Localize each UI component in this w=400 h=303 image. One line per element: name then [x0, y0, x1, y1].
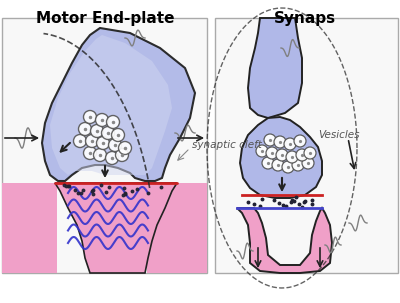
- Circle shape: [102, 126, 114, 139]
- Circle shape: [282, 161, 294, 173]
- Text: Motor End-plate: Motor End-plate: [36, 11, 174, 26]
- Circle shape: [292, 159, 304, 171]
- Circle shape: [302, 157, 314, 169]
- Circle shape: [84, 111, 96, 124]
- Polygon shape: [50, 35, 172, 175]
- Polygon shape: [55, 183, 177, 273]
- FancyBboxPatch shape: [215, 18, 398, 273]
- Circle shape: [118, 142, 132, 155]
- Polygon shape: [240, 117, 322, 198]
- Circle shape: [272, 159, 284, 171]
- Circle shape: [276, 149, 288, 161]
- Polygon shape: [237, 208, 332, 273]
- Circle shape: [294, 135, 306, 147]
- Circle shape: [96, 114, 108, 126]
- Circle shape: [116, 148, 128, 161]
- Circle shape: [262, 157, 274, 169]
- Polygon shape: [42, 28, 195, 181]
- FancyBboxPatch shape: [147, 183, 207, 273]
- Circle shape: [90, 125, 104, 138]
- Circle shape: [84, 146, 96, 159]
- Circle shape: [112, 128, 124, 142]
- Circle shape: [96, 136, 110, 149]
- Circle shape: [284, 138, 296, 150]
- Circle shape: [264, 134, 276, 146]
- Circle shape: [74, 135, 86, 148]
- Circle shape: [106, 115, 120, 128]
- Circle shape: [94, 148, 106, 161]
- Text: Synaps: Synaps: [274, 11, 336, 26]
- Text: Vesicles: Vesicles: [318, 130, 360, 140]
- Circle shape: [296, 149, 308, 161]
- FancyBboxPatch shape: [2, 18, 207, 273]
- Circle shape: [266, 147, 278, 159]
- Circle shape: [304, 147, 316, 159]
- Circle shape: [108, 138, 122, 152]
- Circle shape: [106, 152, 118, 165]
- Circle shape: [78, 122, 92, 135]
- Polygon shape: [248, 18, 302, 118]
- Text: synaptic cleft: synaptic cleft: [192, 140, 262, 150]
- Circle shape: [286, 151, 298, 163]
- FancyBboxPatch shape: [2, 183, 57, 273]
- Circle shape: [274, 136, 286, 148]
- Circle shape: [86, 135, 98, 148]
- Circle shape: [256, 145, 268, 157]
